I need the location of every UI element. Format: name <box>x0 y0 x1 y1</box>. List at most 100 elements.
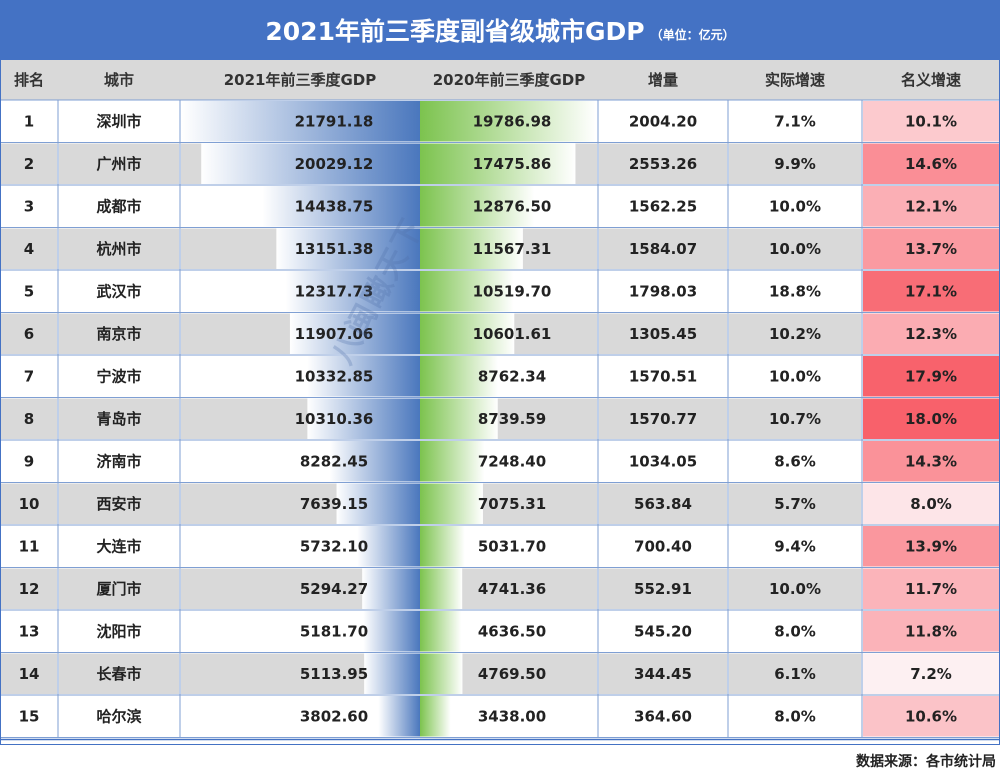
row-1-cell-bg <box>729 101 861 142</box>
increase-label: 552.91 <box>634 580 692 598</box>
row-14-cell-bg <box>1 653 57 694</box>
bar-2021-长春市 <box>364 653 420 694</box>
gdp2021-label: 3802.60 <box>300 707 368 725</box>
row-8-cell-bg <box>59 398 179 439</box>
nominal-growth-cell-杭州市 <box>863 228 1000 269</box>
row-12-cell-bg <box>59 568 179 609</box>
row-7-cell-bg <box>599 356 727 397</box>
city-label: 宁波市 <box>96 367 141 385</box>
bar-2020-大连市 <box>420 526 465 567</box>
bar-2020-西安市 <box>420 483 483 524</box>
column-header-5: 实际增速 <box>765 71 825 89</box>
nominal-growth-cell-深圳市 <box>863 101 1000 142</box>
rank-label: 5 <box>24 282 34 300</box>
bar-2020-成都市 <box>420 186 535 227</box>
city-label: 广州市 <box>96 155 141 173</box>
row-2-cell-bg <box>59 143 179 184</box>
gdp2020-label: 4769.50 <box>478 665 546 683</box>
row-7-cell-bg <box>59 356 179 397</box>
gdp2021-label: 10332.85 <box>295 367 374 385</box>
row-3-cell-bg <box>729 186 861 227</box>
gdp2020-label: 8739.59 <box>478 410 546 428</box>
increase-label: 1798.03 <box>629 282 697 300</box>
bar-2020-沈阳市 <box>420 611 462 652</box>
bar-2020-济南市 <box>420 441 485 482</box>
row-10-cell-bg <box>59 483 179 524</box>
real-growth-label: 9.9% <box>774 155 816 173</box>
row-13-cell-bg <box>1 611 57 652</box>
increase-label: 364.60 <box>634 707 692 725</box>
header-row <box>0 60 1000 100</box>
gdp2021-label: 5294.27 <box>300 580 368 598</box>
row-11-cell-bg <box>1 526 57 567</box>
row-13-cell-bg <box>599 611 727 652</box>
row-4-cell-bg <box>1 228 57 269</box>
row-8-cell-bg <box>599 398 727 439</box>
city-label: 大连市 <box>96 537 141 555</box>
bar-2021-济南市 <box>329 441 420 482</box>
rank-label: 15 <box>19 707 40 725</box>
row-6-cell-bg <box>599 313 727 354</box>
bar-2021-杭州市 <box>276 228 420 269</box>
nominal-growth-cell-沈阳市 <box>863 611 1000 652</box>
nominal-growth-cell-大连市 <box>863 526 1000 567</box>
row-10-cell-bg <box>1 483 57 524</box>
row-5-cell-bg <box>1 271 57 312</box>
row-3-cell-bg <box>599 186 727 227</box>
gdp2020-label: 17475.86 <box>473 155 552 173</box>
title-bar: 2021年前三季度副省级城市GDP （单位：亿元） <box>0 0 1000 60</box>
real-growth-label: 10.0% <box>769 580 821 598</box>
bar-2021-南京市 <box>289 313 420 354</box>
nominal-growth-cell-厦门市 <box>863 568 1000 609</box>
nominal-growth-cell-西安市 <box>863 483 1000 524</box>
row-6-cell-bg <box>729 313 861 354</box>
row-4-cell-bg <box>59 228 179 269</box>
gdp2020-label: 7248.40 <box>478 452 546 470</box>
nominal-growth-label: 17.1% <box>905 282 957 300</box>
bar-2021-厦门市 <box>362 568 420 609</box>
increase-label: 1305.45 <box>629 325 697 343</box>
rank-label: 2 <box>24 155 34 173</box>
row-6-cell-bg <box>59 313 179 354</box>
gdp2021-label: 21791.18 <box>295 112 374 130</box>
bar-2021-大连市 <box>357 526 420 567</box>
bar-2021-广州市 <box>201 143 420 184</box>
city-label: 厦门市 <box>96 580 141 598</box>
gdp2020-label: 11567.31 <box>473 240 552 258</box>
gdp2021-label: 5113.95 <box>300 665 368 683</box>
real-growth-label: 10.2% <box>769 325 821 343</box>
nominal-growth-label: 8.0% <box>910 495 952 513</box>
real-growth-label: 18.8% <box>769 282 821 300</box>
bar-2021-西安市 <box>336 483 420 524</box>
gdp2021-label: 8282.45 <box>300 452 368 470</box>
row-2-cell-bg <box>729 143 861 184</box>
row-9-cell-bg <box>1 441 57 482</box>
row-5-cell-bg <box>599 271 727 312</box>
bar-2020-武汉市 <box>420 271 514 312</box>
row-3-cell-bg <box>59 186 179 227</box>
gdp2020-label: 19786.98 <box>473 112 552 130</box>
nominal-growth-label: 13.7% <box>905 240 957 258</box>
gdp2020-label: 12876.50 <box>473 197 552 215</box>
bar-2021-哈尔滨 <box>378 696 420 737</box>
real-growth-label: 10.0% <box>769 240 821 258</box>
column-header-6: 名义增速 <box>901 71 961 89</box>
row-15-cell-bg <box>1 696 57 737</box>
nominal-growth-label: 17.9% <box>905 367 957 385</box>
row-10-cell-bg <box>729 483 861 524</box>
bar-2020-哈尔滨 <box>420 696 451 737</box>
increase-label: 1034.05 <box>629 452 697 470</box>
real-growth-label: 5.7% <box>774 495 816 513</box>
gdp2020-label: 10601.61 <box>473 325 552 343</box>
bar-2020-青岛市 <box>420 398 498 439</box>
chart-unit: （单位：亿元） <box>650 27 735 42</box>
nominal-growth-cell-武汉市 <box>863 271 1000 312</box>
bar-2020-深圳市 <box>420 101 596 142</box>
gdp-table-chart: 排名 城市 2021年前三季度GDP 2020年前三季度GDP 增量 实际增速 名义增速 1 深… <box>0 0 1000 745</box>
row-15-cell-bg <box>599 696 727 737</box>
real-growth-label: 8.0% <box>774 707 816 725</box>
row-7-cell-bg <box>1 356 57 397</box>
row-14-cell-bg <box>599 653 727 694</box>
bar-2020-厦门市 <box>420 568 463 609</box>
gdp2020-label: 7075.31 <box>478 495 546 513</box>
